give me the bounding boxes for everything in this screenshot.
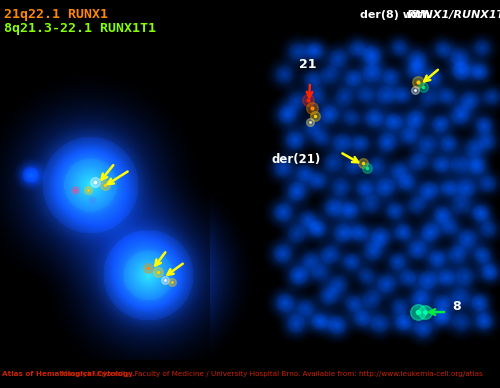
Text: der(8) with: der(8) with [360,10,434,20]
Text: 21: 21 [299,58,317,71]
Text: 8q21.3-22.1 RUNX1T1: 8q21.3-22.1 RUNX1T1 [4,22,156,35]
Text: 8: 8 [452,300,460,313]
Text: der(21): der(21) [272,153,321,166]
Text: 21q22.1 RUNX1: 21q22.1 RUNX1 [4,8,108,21]
Text: Atlas of Hematological Cytology.: Atlas of Hematological Cytology. [2,371,136,377]
Text: RUNX1/RUNX1T1: RUNX1/RUNX1T1 [407,10,500,20]
Text: Masaryk University, Faculty of Medicine / University Hospital Brno. Available fr: Masaryk University, Faculty of Medicine … [60,371,483,377]
